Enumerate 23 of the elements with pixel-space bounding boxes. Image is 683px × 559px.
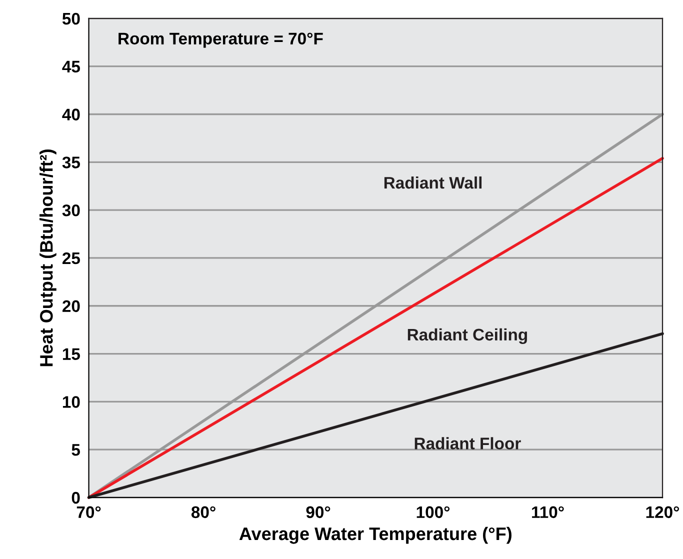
y-tick-label: 25 (62, 252, 80, 264)
text: Radiant Wall (384, 176, 482, 189)
y-tick-label: 35 (62, 156, 80, 168)
y-tick-label: 50 (62, 12, 80, 25)
y-tick-label: 45 (62, 60, 80, 73)
x-tick-label: 120° (646, 506, 680, 518)
y-tick-label: 30 (62, 204, 80, 216)
series-label: Radiant Ceiling (408, 328, 527, 344)
x-tick-label: 90° (306, 506, 330, 518)
x-tick-label: 100° (416, 506, 450, 518)
y-tick-label: 20 (62, 300, 80, 312)
y-axis-title: Heat Output (Btu/hour/ft²) (40, 150, 56, 366)
y-tick-label: 5 (72, 444, 80, 456)
y-tick-label: 0 (72, 492, 80, 504)
y-tick-label: 10 (62, 396, 80, 408)
y-tick-label: 40 (62, 108, 80, 120)
x-tick-label: 110° (532, 506, 564, 518)
y-tick-label: 15 (62, 348, 80, 360)
x-tick-label: 80° (191, 506, 216, 518)
series-label: Radiant Floor (414, 437, 521, 450)
annotation: Room Temperature = 70°F (118, 32, 323, 48)
x-tick-label: 70° (76, 506, 101, 518)
x-axis-title: Average Water Temperature (°F) (239, 526, 512, 544)
